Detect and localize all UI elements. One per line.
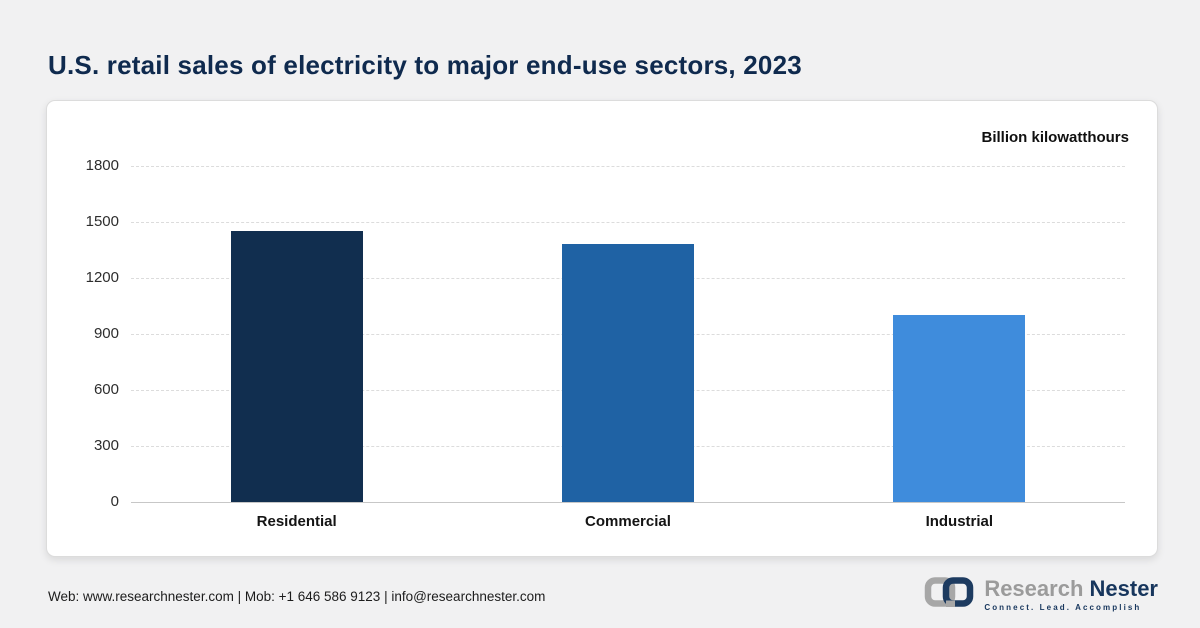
x-axis-label-commercial: Commercial [585, 513, 671, 530]
y-axis-tick-label: 600 [93, 381, 119, 398]
logo-brand-secondary: Nester [1089, 576, 1158, 601]
y-axis-tick-label: 1800 [85, 157, 119, 174]
bar-industrial [893, 315, 1026, 502]
y-axis-tick-label: 1200 [85, 269, 119, 286]
y-axis-tick-label: 900 [93, 325, 119, 342]
y-axis: 0 300 600 900 1200 1500 1800 [47, 157, 119, 510]
logo-tagline: Connect. Lead. Accomplish [984, 603, 1142, 612]
logo-brand: Research Nester [984, 577, 1158, 601]
x-axis-label-residential: Residential [256, 513, 337, 530]
chart-unit-label: Billion kilowatthours [981, 129, 1129, 146]
research-nester-logo: Research Nester Connect. Lead. Accomplis… [924, 574, 1158, 615]
y-axis-tick-label: 0 [110, 493, 119, 510]
footer-contact: Web: www.researchnester.com | Mob: +1 64… [48, 589, 546, 604]
x-axis-labels: Residential Commercial Industrial [131, 513, 1125, 535]
page-title: U.S. retail sales of electricity to majo… [48, 50, 802, 81]
y-axis-tick-label: 300 [93, 437, 119, 454]
gridline [131, 222, 1125, 223]
research-nester-logo-icon [924, 574, 976, 615]
x-axis-label-industrial: Industrial [925, 513, 994, 530]
y-axis-tick-label: 1500 [85, 213, 119, 230]
chart-card: Billion kilowatthours 0 300 600 900 1200 1500… [46, 100, 1158, 557]
bar-residential [230, 231, 363, 502]
logo-brand-primary: Research [984, 576, 1084, 601]
x-axis-line [131, 502, 1125, 503]
gridline [131, 166, 1125, 167]
logo-text: Research Nester Connect. Lead. Accomplis… [984, 577, 1158, 613]
plot-area [131, 166, 1125, 503]
bar-commercial [562, 244, 694, 502]
